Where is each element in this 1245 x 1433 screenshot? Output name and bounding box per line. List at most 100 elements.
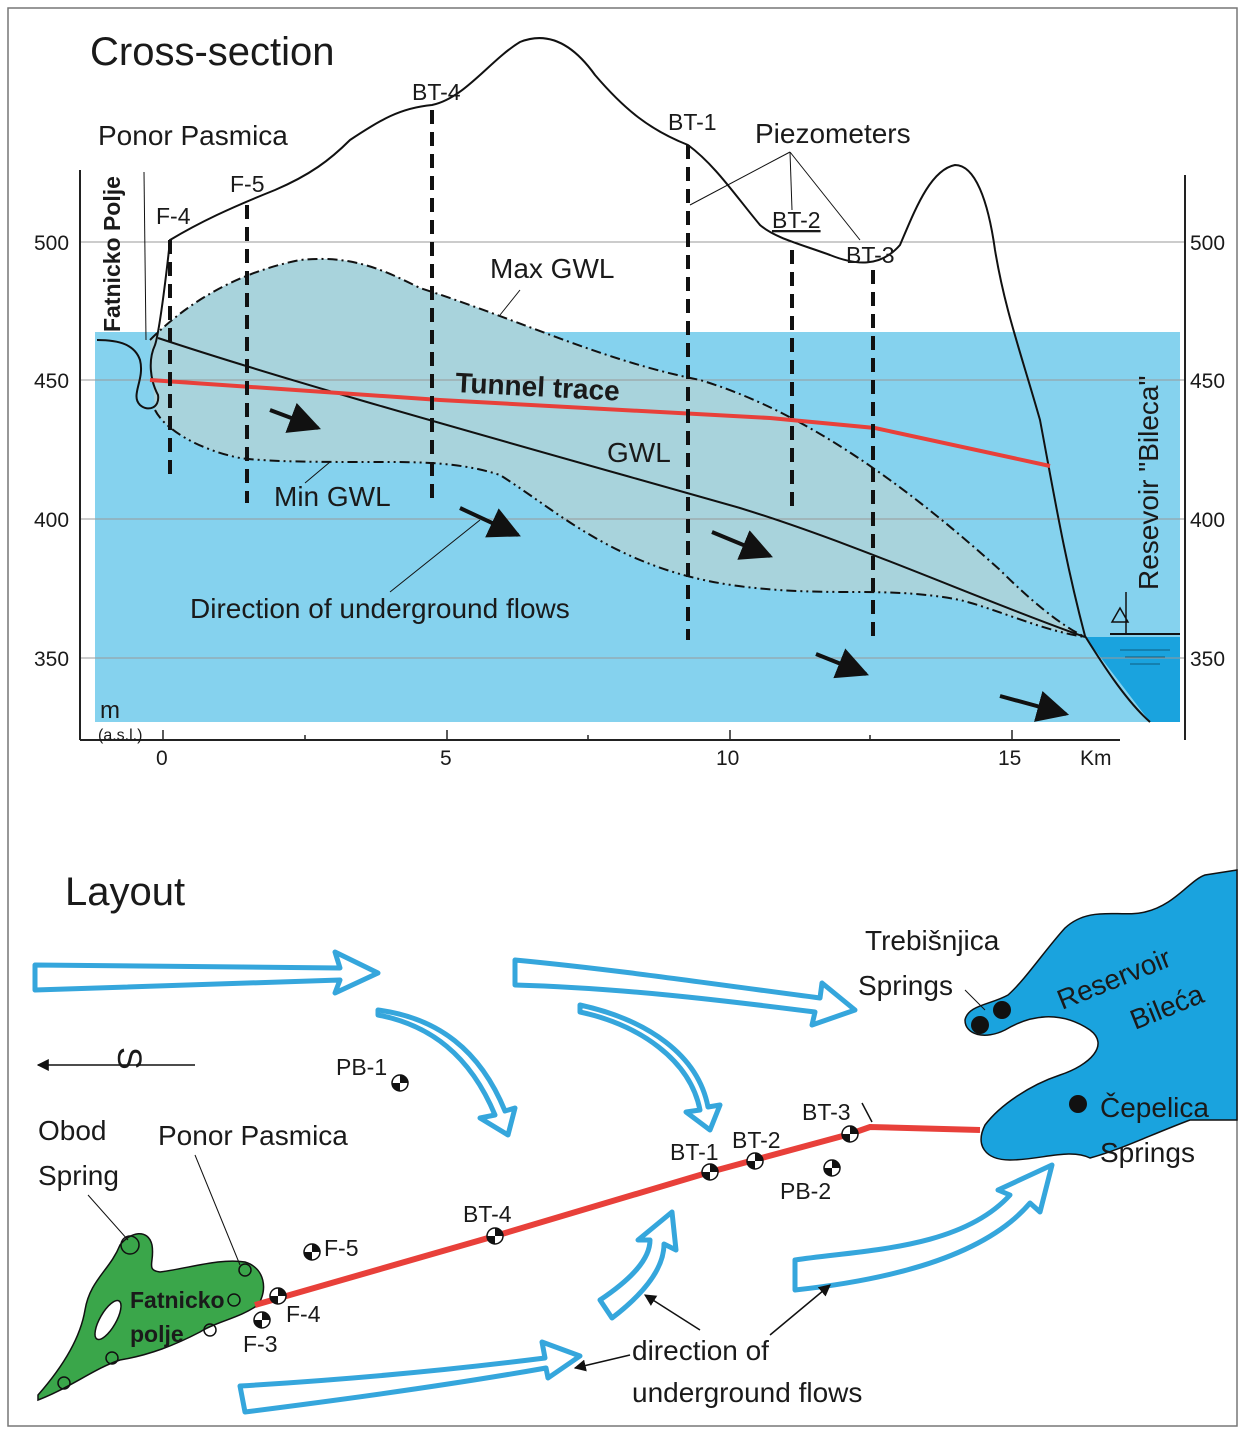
layout-fatnicko-polje [37,1233,265,1402]
layout-ponor-leader [194,1154,241,1266]
label-reservoir-bileca: Resevoir "Bileca" [1133,376,1164,590]
label-bt4: BT-4 [412,79,461,105]
label-f5: F-5 [230,171,265,197]
label-layout-bt2: BT-2 [732,1127,781,1153]
label-bt3: BT-3 [846,242,895,268]
trebisnjica-spring-2 [993,1001,1011,1019]
point-pb1 [391,1074,409,1092]
point-f4 [269,1287,287,1305]
ponor-leader [143,171,147,341]
y-tick-right-350: 350 [1190,648,1225,671]
x-tick-0: 0 [156,747,168,770]
label-direction-2: underground flows [632,1377,862,1408]
layout-reservoir [964,869,1238,1161]
label-cepelica-springs: Springs [1100,1137,1195,1168]
figure-frame [7,7,1238,1427]
point-f3 [253,1311,271,1329]
max-gwl-curve [149,257,1086,638]
x-tick-5: 5 [440,747,452,770]
piezometer-leaders [689,151,861,241]
label-max-gwl: Max GWL [490,253,614,284]
label-bt2: BT-2 [772,207,821,233]
y-unit-sub: (a.s.l.) [98,727,142,744]
flow-arrows [269,402,1070,722]
label-layout-bt4: BT-4 [463,1201,512,1227]
max-gwl-leader [499,289,521,316]
y-tick-right-500: 500 [1190,232,1225,255]
label-ponor-pasmica: Ponor Pasmica [98,120,288,151]
water-level-symbol [1110,592,1130,634]
label-direction-1: direction of [632,1335,769,1366]
direction-leader [389,519,481,593]
hollow-arrow-4 [375,1007,518,1138]
polje-island [94,1299,122,1341]
point-bt4 [486,1227,504,1245]
label-layout-polje-2: polje [130,1321,184,1347]
label-direction-flows: Direction of underground flows [190,593,570,624]
layout-panel: Layout PB-1 BT-3 [32,869,1238,1415]
y-tick-left-400: 400 [34,509,69,532]
y-tick-left-500: 500 [34,232,69,255]
trebisnjica-leader [964,989,986,1011]
gwl-fluctuation-zone [150,258,1085,637]
label-pb2: PB-2 [780,1178,831,1204]
hollow-arrow-1 [32,949,381,996]
point-bt3 [841,1125,859,1143]
north-label: S [110,1047,148,1070]
hollow-arrow-7 [792,1162,1055,1293]
y-tick-right-450: 450 [1190,370,1225,393]
y-tick-right-400: 400 [1190,509,1225,532]
x-axis-ticks [162,730,1013,740]
tunnel-trace [149,378,1051,468]
hollow-arrow-3 [237,1339,583,1415]
hollow-arrow-2 [512,957,858,1028]
label-obod-spring: Spring [38,1160,119,1191]
ponor-circles [57,1235,252,1390]
x-unit: Km [1080,747,1112,770]
label-trebisnjica: Trebišnjica [865,925,1000,956]
label-trebisnjica-springs: Springs [858,970,953,1001]
label-piezometers: Piezometers [755,118,911,149]
layout-title: Layout [65,870,185,914]
label-layout-f4: F-4 [286,1301,321,1327]
cross-section-panel: Cross-section 5 [34,30,1225,770]
trebisnjica-spring-1 [971,1016,989,1034]
label-obod: Obod [38,1115,107,1146]
point-pb2 [823,1159,841,1177]
label-layout-bt1: BT-1 [670,1139,719,1165]
tunnel-end-tick [861,1102,873,1123]
label-cepelica: Čepelica [1100,1092,1209,1123]
pointer-arrows [573,1284,831,1372]
label-layout-f3: F-3 [243,1331,278,1357]
y-tick-left-450: 450 [34,370,69,393]
reservoir-ripples [1120,649,1170,665]
label-fatnicko-polje: Fatnicko Polje [99,176,125,332]
label-bt1: BT-1 [668,109,717,135]
measurement-points [253,1074,859,1329]
hollow-arrow-6 [597,1209,679,1321]
min-gwl-leader [304,461,331,484]
grid-lines [80,241,1185,659]
min-gwl-curve [154,409,1086,638]
point-bt1 [701,1163,719,1181]
gwl-line [157,337,1086,638]
borehole-lines [168,110,875,640]
cross-section-title: Cross-section [90,30,335,74]
label-layout-f5: F-5 [324,1235,359,1261]
label-pb1: PB-1 [336,1054,387,1080]
terrain-profile [96,37,1151,723]
cepelica-spring [1069,1095,1087,1113]
x-tick-15: 15 [998,747,1021,770]
label-layout-ponor: Ponor Pasmica [158,1120,348,1151]
y-unit: m [100,697,120,724]
label-layout-bt3: BT-3 [802,1099,851,1125]
label-f4: F-4 [156,203,191,229]
label-gwl: GWL [607,437,671,468]
obod-leader [87,1194,129,1241]
y-tick-left-350: 350 [34,648,69,671]
hollow-flow-arrows [32,949,1055,1415]
point-bt2 [746,1152,764,1170]
hollow-arrow-5 [577,1002,723,1133]
label-min-gwl: Min GWL [274,481,391,512]
